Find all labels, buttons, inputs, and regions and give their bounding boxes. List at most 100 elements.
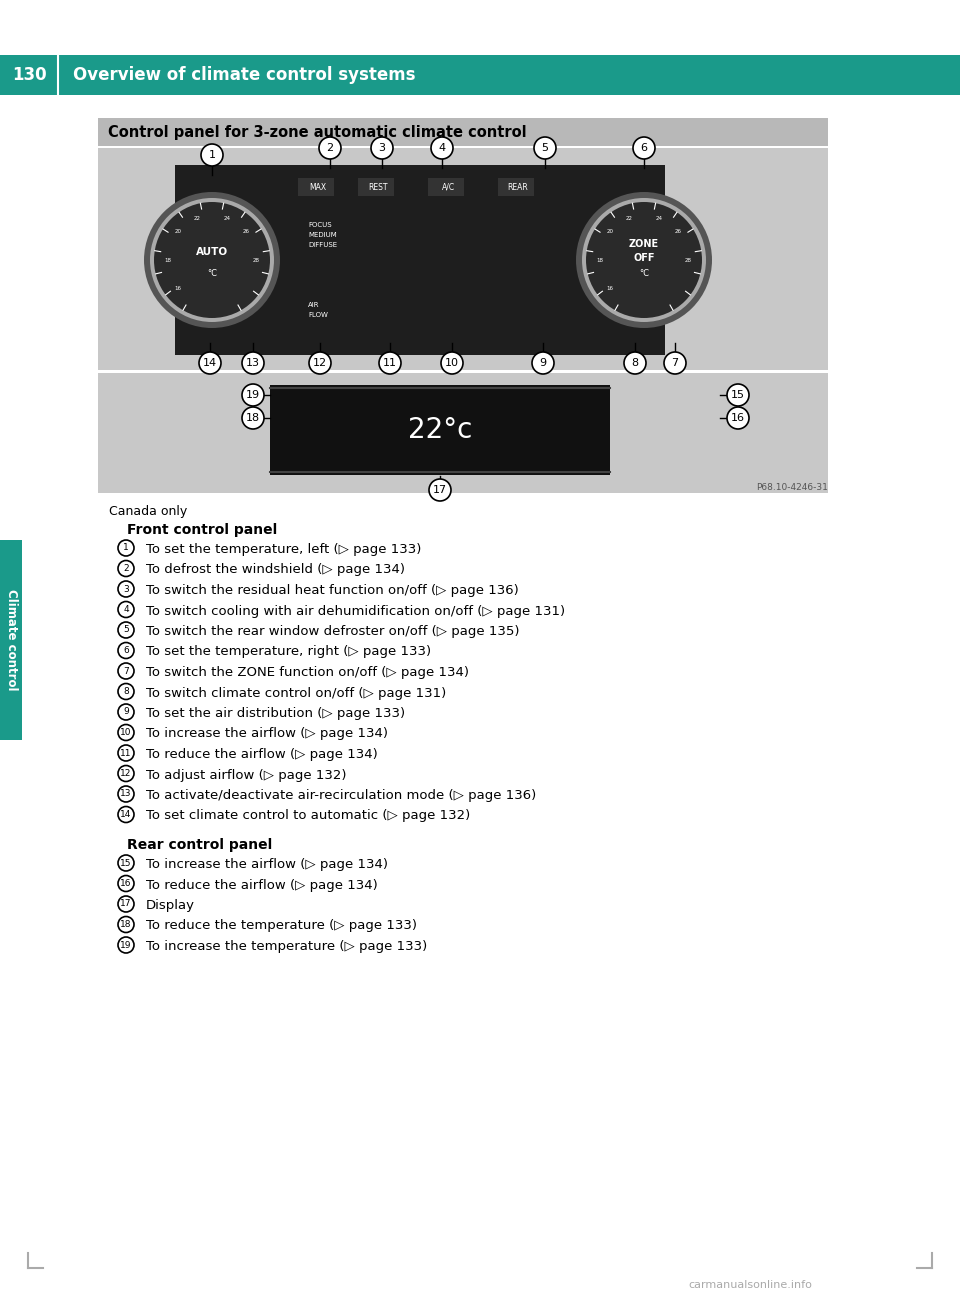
Text: 22°c: 22°c — [408, 417, 472, 444]
FancyBboxPatch shape — [428, 178, 464, 197]
Text: 8: 8 — [632, 358, 638, 368]
Circle shape — [118, 766, 134, 781]
Text: 11: 11 — [383, 358, 397, 368]
Circle shape — [379, 352, 401, 374]
Text: AIR: AIR — [308, 302, 320, 309]
Circle shape — [118, 622, 134, 638]
Circle shape — [118, 855, 134, 871]
Text: 16: 16 — [175, 285, 181, 290]
Text: FLOW: FLOW — [308, 312, 328, 318]
Text: 28: 28 — [252, 258, 259, 263]
Circle shape — [150, 198, 274, 322]
Text: Canada only: Canada only — [109, 505, 187, 518]
Text: 1: 1 — [123, 543, 129, 552]
Text: 16: 16 — [607, 285, 613, 290]
Text: MAX: MAX — [309, 182, 326, 191]
Text: carmanualsonline.info: carmanualsonline.info — [688, 1280, 812, 1290]
Text: To switch cooling with air dehumidification on/off (▷ page 131): To switch cooling with air dehumidificat… — [146, 604, 565, 617]
Text: Control panel for 3-zone automatic climate control: Control panel for 3-zone automatic clima… — [108, 125, 527, 139]
Text: 3: 3 — [378, 143, 386, 154]
Circle shape — [431, 137, 453, 159]
FancyBboxPatch shape — [98, 372, 828, 493]
Circle shape — [118, 704, 134, 720]
Circle shape — [309, 352, 331, 374]
FancyBboxPatch shape — [0, 55, 960, 95]
FancyBboxPatch shape — [98, 148, 828, 370]
Circle shape — [118, 602, 134, 617]
Text: 2: 2 — [326, 143, 333, 154]
Circle shape — [118, 937, 134, 953]
Text: 12: 12 — [120, 769, 132, 779]
Circle shape — [199, 352, 221, 374]
Text: 10: 10 — [445, 358, 459, 368]
Text: Display: Display — [146, 898, 195, 911]
Text: To activate/deactivate air-recirculation mode (▷ page 136): To activate/deactivate air-recirculation… — [146, 789, 537, 802]
Circle shape — [242, 408, 264, 428]
Circle shape — [371, 137, 393, 159]
FancyBboxPatch shape — [98, 118, 828, 146]
Text: 17: 17 — [433, 486, 447, 495]
Text: To reduce the airflow (▷ page 134): To reduce the airflow (▷ page 134) — [146, 879, 377, 892]
Text: To set climate control to automatic (▷ page 132): To set climate control to automatic (▷ p… — [146, 810, 470, 823]
Text: OFF: OFF — [634, 253, 655, 263]
Text: 6: 6 — [640, 143, 647, 154]
Text: To switch climate control on/off (▷ page 131): To switch climate control on/off (▷ page… — [146, 686, 446, 699]
Circle shape — [624, 352, 646, 374]
Text: To adjust airflow (▷ page 132): To adjust airflow (▷ page 132) — [146, 768, 347, 781]
Text: Front control panel: Front control panel — [127, 523, 277, 536]
Circle shape — [154, 202, 270, 318]
Circle shape — [118, 560, 134, 577]
Text: To set the temperature, left (▷ page 133): To set the temperature, left (▷ page 133… — [146, 543, 421, 556]
Text: 1: 1 — [208, 150, 215, 160]
Circle shape — [118, 684, 134, 699]
Circle shape — [664, 352, 686, 374]
FancyBboxPatch shape — [175, 165, 665, 355]
Text: 20: 20 — [607, 229, 613, 234]
Text: °C: °C — [639, 270, 649, 279]
Text: 7: 7 — [123, 667, 129, 676]
Circle shape — [534, 137, 556, 159]
Text: 16: 16 — [120, 879, 132, 888]
Circle shape — [429, 479, 451, 501]
Text: To set the air distribution (▷ page 133): To set the air distribution (▷ page 133) — [146, 707, 405, 720]
Circle shape — [118, 540, 134, 556]
Text: 18: 18 — [246, 413, 260, 423]
Text: 3: 3 — [123, 585, 129, 594]
Text: 18: 18 — [596, 258, 604, 263]
Text: 15: 15 — [731, 391, 745, 400]
Text: 14: 14 — [203, 358, 217, 368]
Text: MEDIUM: MEDIUM — [308, 232, 337, 238]
Text: To switch the residual heat function on/off (▷ page 136): To switch the residual heat function on/… — [146, 585, 518, 598]
Text: °C: °C — [207, 270, 217, 279]
Text: 4: 4 — [439, 143, 445, 154]
Circle shape — [118, 917, 134, 932]
Text: To increase the airflow (▷ page 134): To increase the airflow (▷ page 134) — [146, 728, 388, 741]
Text: FOCUS: FOCUS — [308, 223, 331, 228]
Circle shape — [118, 806, 134, 823]
FancyBboxPatch shape — [270, 385, 610, 475]
Text: 4: 4 — [123, 605, 129, 615]
Text: 18: 18 — [120, 921, 132, 930]
Text: 19: 19 — [246, 391, 260, 400]
Text: To increase the airflow (▷ page 134): To increase the airflow (▷ page 134) — [146, 858, 388, 871]
Text: 14: 14 — [120, 810, 132, 819]
Circle shape — [118, 745, 134, 760]
FancyBboxPatch shape — [298, 178, 334, 197]
Circle shape — [201, 145, 223, 165]
Text: 15: 15 — [120, 858, 132, 867]
Text: 10: 10 — [120, 728, 132, 737]
Text: To switch the rear window defroster on/off (▷ page 135): To switch the rear window defroster on/o… — [146, 625, 519, 638]
Text: 26: 26 — [242, 229, 250, 234]
Text: 28: 28 — [684, 258, 691, 263]
Text: 24: 24 — [224, 216, 230, 221]
Text: REAR: REAR — [508, 182, 528, 191]
Text: Rear control panel: Rear control panel — [127, 838, 273, 852]
Text: To set the temperature, right (▷ page 133): To set the temperature, right (▷ page 13… — [146, 646, 431, 659]
Text: REST: REST — [369, 182, 388, 191]
Circle shape — [727, 408, 749, 428]
Text: To reduce the airflow (▷ page 134): To reduce the airflow (▷ page 134) — [146, 749, 377, 760]
Circle shape — [242, 384, 264, 406]
Text: 6: 6 — [123, 646, 129, 655]
Text: 13: 13 — [120, 789, 132, 798]
Text: 22: 22 — [194, 216, 201, 221]
